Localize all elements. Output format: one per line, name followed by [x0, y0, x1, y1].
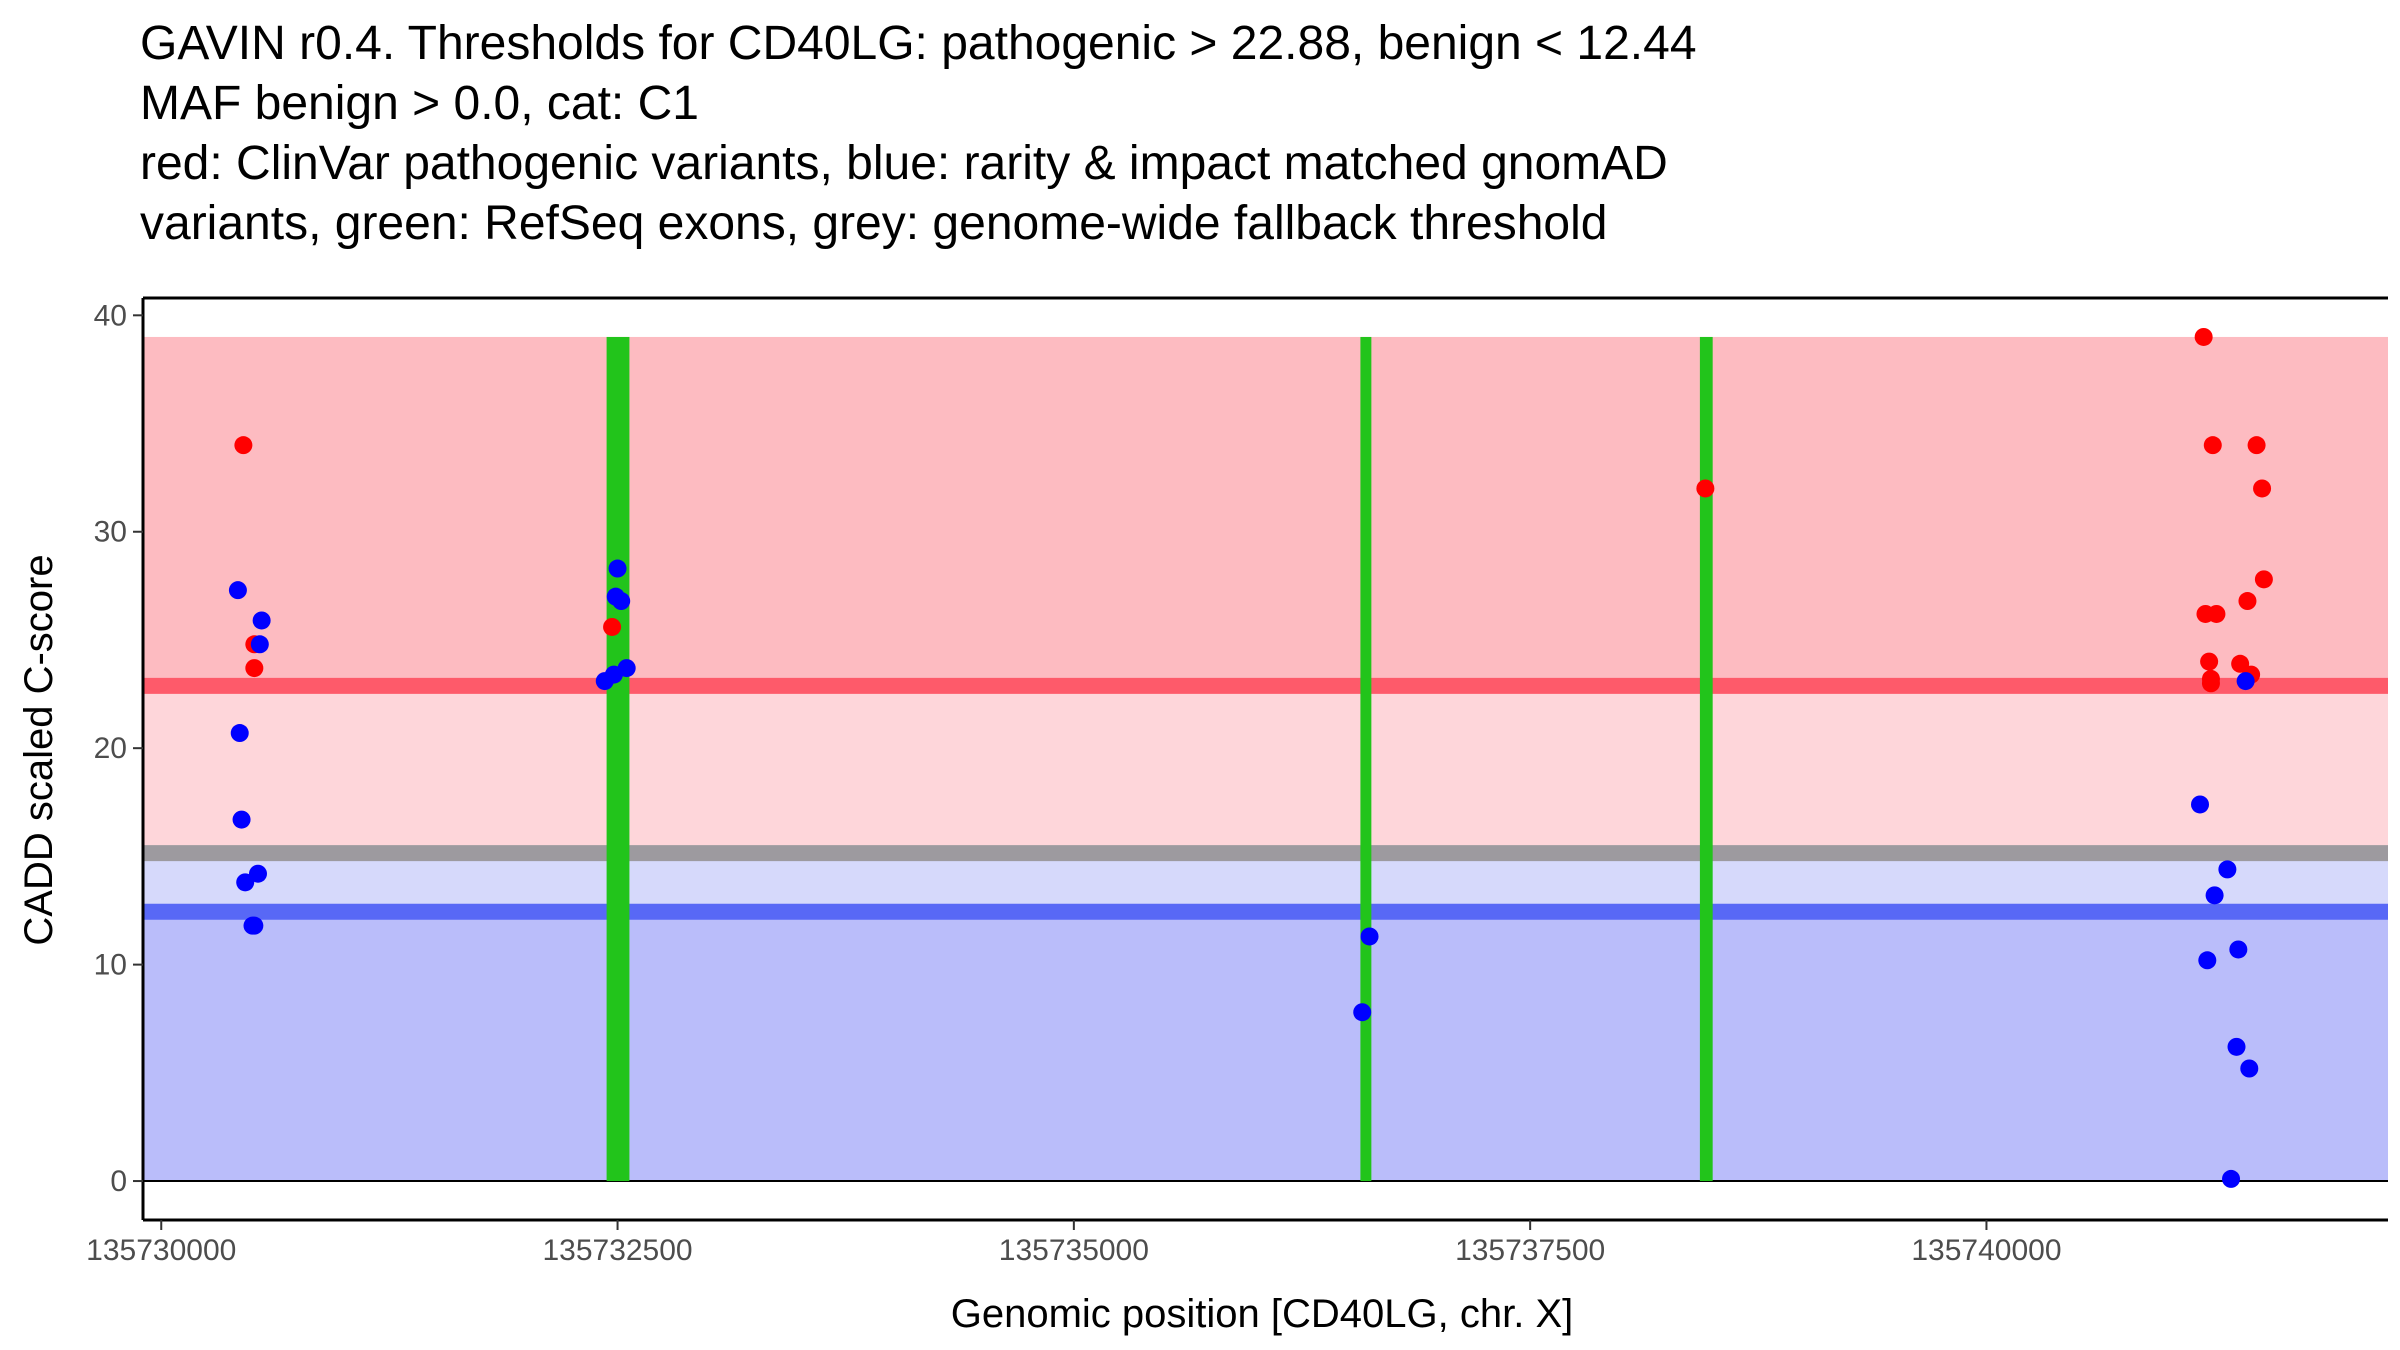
- pathogenic-point: [2207, 604, 2226, 623]
- x-tick-label: 135732500: [542, 1234, 692, 1267]
- benign-point: [250, 635, 269, 654]
- exon-bar: [1360, 336, 1372, 1182]
- y-tick-label: 40: [94, 299, 127, 332]
- exon-bar: [1699, 336, 1713, 1182]
- pathogenic-point: [2194, 327, 2213, 346]
- pathogenic-point: [2201, 674, 2220, 693]
- axes: [141, 296, 2388, 1222]
- title-line-1: GAVIN r0.4. Thresholds for CD40LG: patho…: [140, 17, 1697, 70]
- pathogenic-point: [2254, 570, 2273, 589]
- benign-point: [608, 559, 627, 578]
- benign-zone: [143, 911, 2388, 1182]
- benign-point: [2191, 795, 2210, 814]
- exon-bar: [606, 336, 630, 1182]
- benign-point: [617, 659, 636, 678]
- pathogenic-point: [234, 436, 253, 455]
- chart-title: GAVIN r0.4. Thresholds for CD40LG: patho…: [140, 14, 2380, 254]
- threshold-zones: [143, 336, 2388, 1183]
- pathogenic-point: [245, 659, 264, 678]
- benign-point: [1353, 1003, 1372, 1022]
- benign-point: [2205, 886, 2224, 905]
- y-tick-label: 0: [110, 1165, 127, 1198]
- benign-point: [2198, 951, 2217, 970]
- benign-point: [2227, 1037, 2246, 1056]
- x-tick-label: 135730000: [86, 1234, 236, 1267]
- axis-ticks: 135730000 135732500 135735000 135737500 1357…: [86, 299, 2061, 1267]
- exon-bars: [606, 336, 1713, 1182]
- benign-point: [2229, 940, 2248, 959]
- benign-point: [232, 810, 251, 829]
- title-line-3: red: ClinVar pathogenic variants, blue: …: [140, 137, 1668, 190]
- benign-point: [2222, 1169, 2241, 1188]
- pathogenic-point: [603, 617, 622, 636]
- benign-point: [243, 916, 262, 935]
- x-axis-title: Genomic position [CD40LG, chr. X]: [951, 1292, 1574, 1336]
- title-line-4: variants, green: RefSeq exons, grey: gen…: [140, 197, 1608, 250]
- fallback-benign-zone: [143, 853, 2388, 912]
- title-line-2: MAF benign > 0.0, cat: C1: [140, 77, 699, 130]
- pathogenic-point: [2200, 652, 2219, 671]
- pathogenic-point: [2247, 436, 2266, 455]
- benign-point: [252, 611, 271, 630]
- pathogenic-point: [2231, 654, 2250, 673]
- benign-point: [1360, 927, 1379, 946]
- y-axis-title: CADD scaled C-score: [17, 554, 61, 945]
- pathogenic-point: [2203, 436, 2222, 455]
- benign-point: [230, 724, 249, 743]
- variant-points: [228, 327, 2273, 1188]
- benign-point: [228, 581, 247, 600]
- pathogenic-zone: [143, 336, 2388, 686]
- fallback-pathogenic-zone: [143, 685, 2388, 854]
- y-tick-label: 10: [94, 949, 127, 982]
- y-tick-label: 20: [94, 732, 127, 765]
- pathogenic-point: [2238, 592, 2257, 611]
- x-tick-label: 135735000: [999, 1234, 1149, 1267]
- benign-point: [612, 592, 631, 611]
- benign-point: [2218, 860, 2237, 879]
- benign-point: [2240, 1059, 2259, 1078]
- benign-point: [2236, 672, 2255, 691]
- pathogenic-point: [1696, 479, 1715, 498]
- x-tick-label: 135737500: [1455, 1234, 1605, 1267]
- benign-point: [236, 873, 255, 892]
- y-tick-label: 30: [94, 516, 127, 549]
- x-tick-label: 135740000: [1911, 1234, 2061, 1267]
- benign-point: [248, 864, 267, 883]
- pathogenic-point: [2253, 479, 2272, 498]
